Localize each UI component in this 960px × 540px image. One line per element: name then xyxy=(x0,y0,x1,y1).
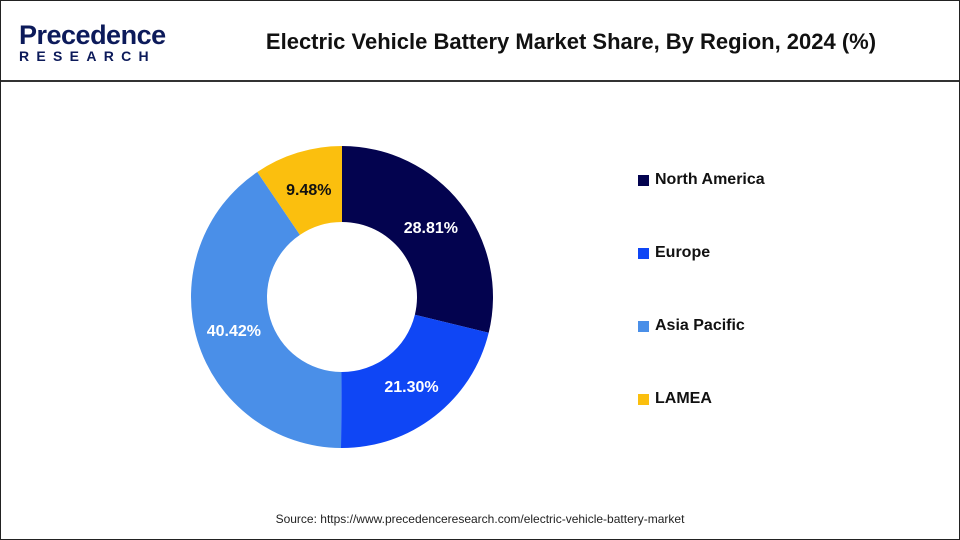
slice-north-america xyxy=(342,146,494,333)
slice-asia-pacific xyxy=(191,171,342,448)
legend-item: Europe xyxy=(638,244,710,262)
logo-bottom: RESEARCH xyxy=(19,48,156,64)
header-divider xyxy=(1,80,959,82)
slice-europe xyxy=(341,314,489,448)
data-label: 9.48% xyxy=(286,182,331,199)
legend-swatch xyxy=(638,247,649,259)
legend-label: LAMEA xyxy=(655,390,712,407)
legend-item: North America xyxy=(638,171,765,189)
legend-item: LAMEA xyxy=(638,390,712,408)
source-note: Source: https://www.precedenceresearch.c… xyxy=(275,512,685,526)
slice-lamea xyxy=(257,146,342,235)
chart-title: Electric Vehicle Battery Market Share, B… xyxy=(265,29,877,54)
legend-swatch xyxy=(638,393,649,405)
legend-swatch xyxy=(638,320,649,332)
legend-label: Europe xyxy=(655,244,711,261)
legend-swatch xyxy=(638,174,649,186)
legend-label: North America xyxy=(655,171,765,188)
data-label: 40.42% xyxy=(207,323,261,340)
logo: Precedence RESEARCH xyxy=(19,21,166,63)
data-label: 28.81% xyxy=(404,220,458,237)
logo-top: Precedence xyxy=(19,20,166,50)
donut-chart: 28.81% 21.30% 40.42% 9.48% xyxy=(191,146,494,448)
legend-item: Asia Pacific xyxy=(638,317,745,335)
legend-label: Asia Pacific xyxy=(655,317,745,334)
data-label: 21.30% xyxy=(384,379,438,396)
